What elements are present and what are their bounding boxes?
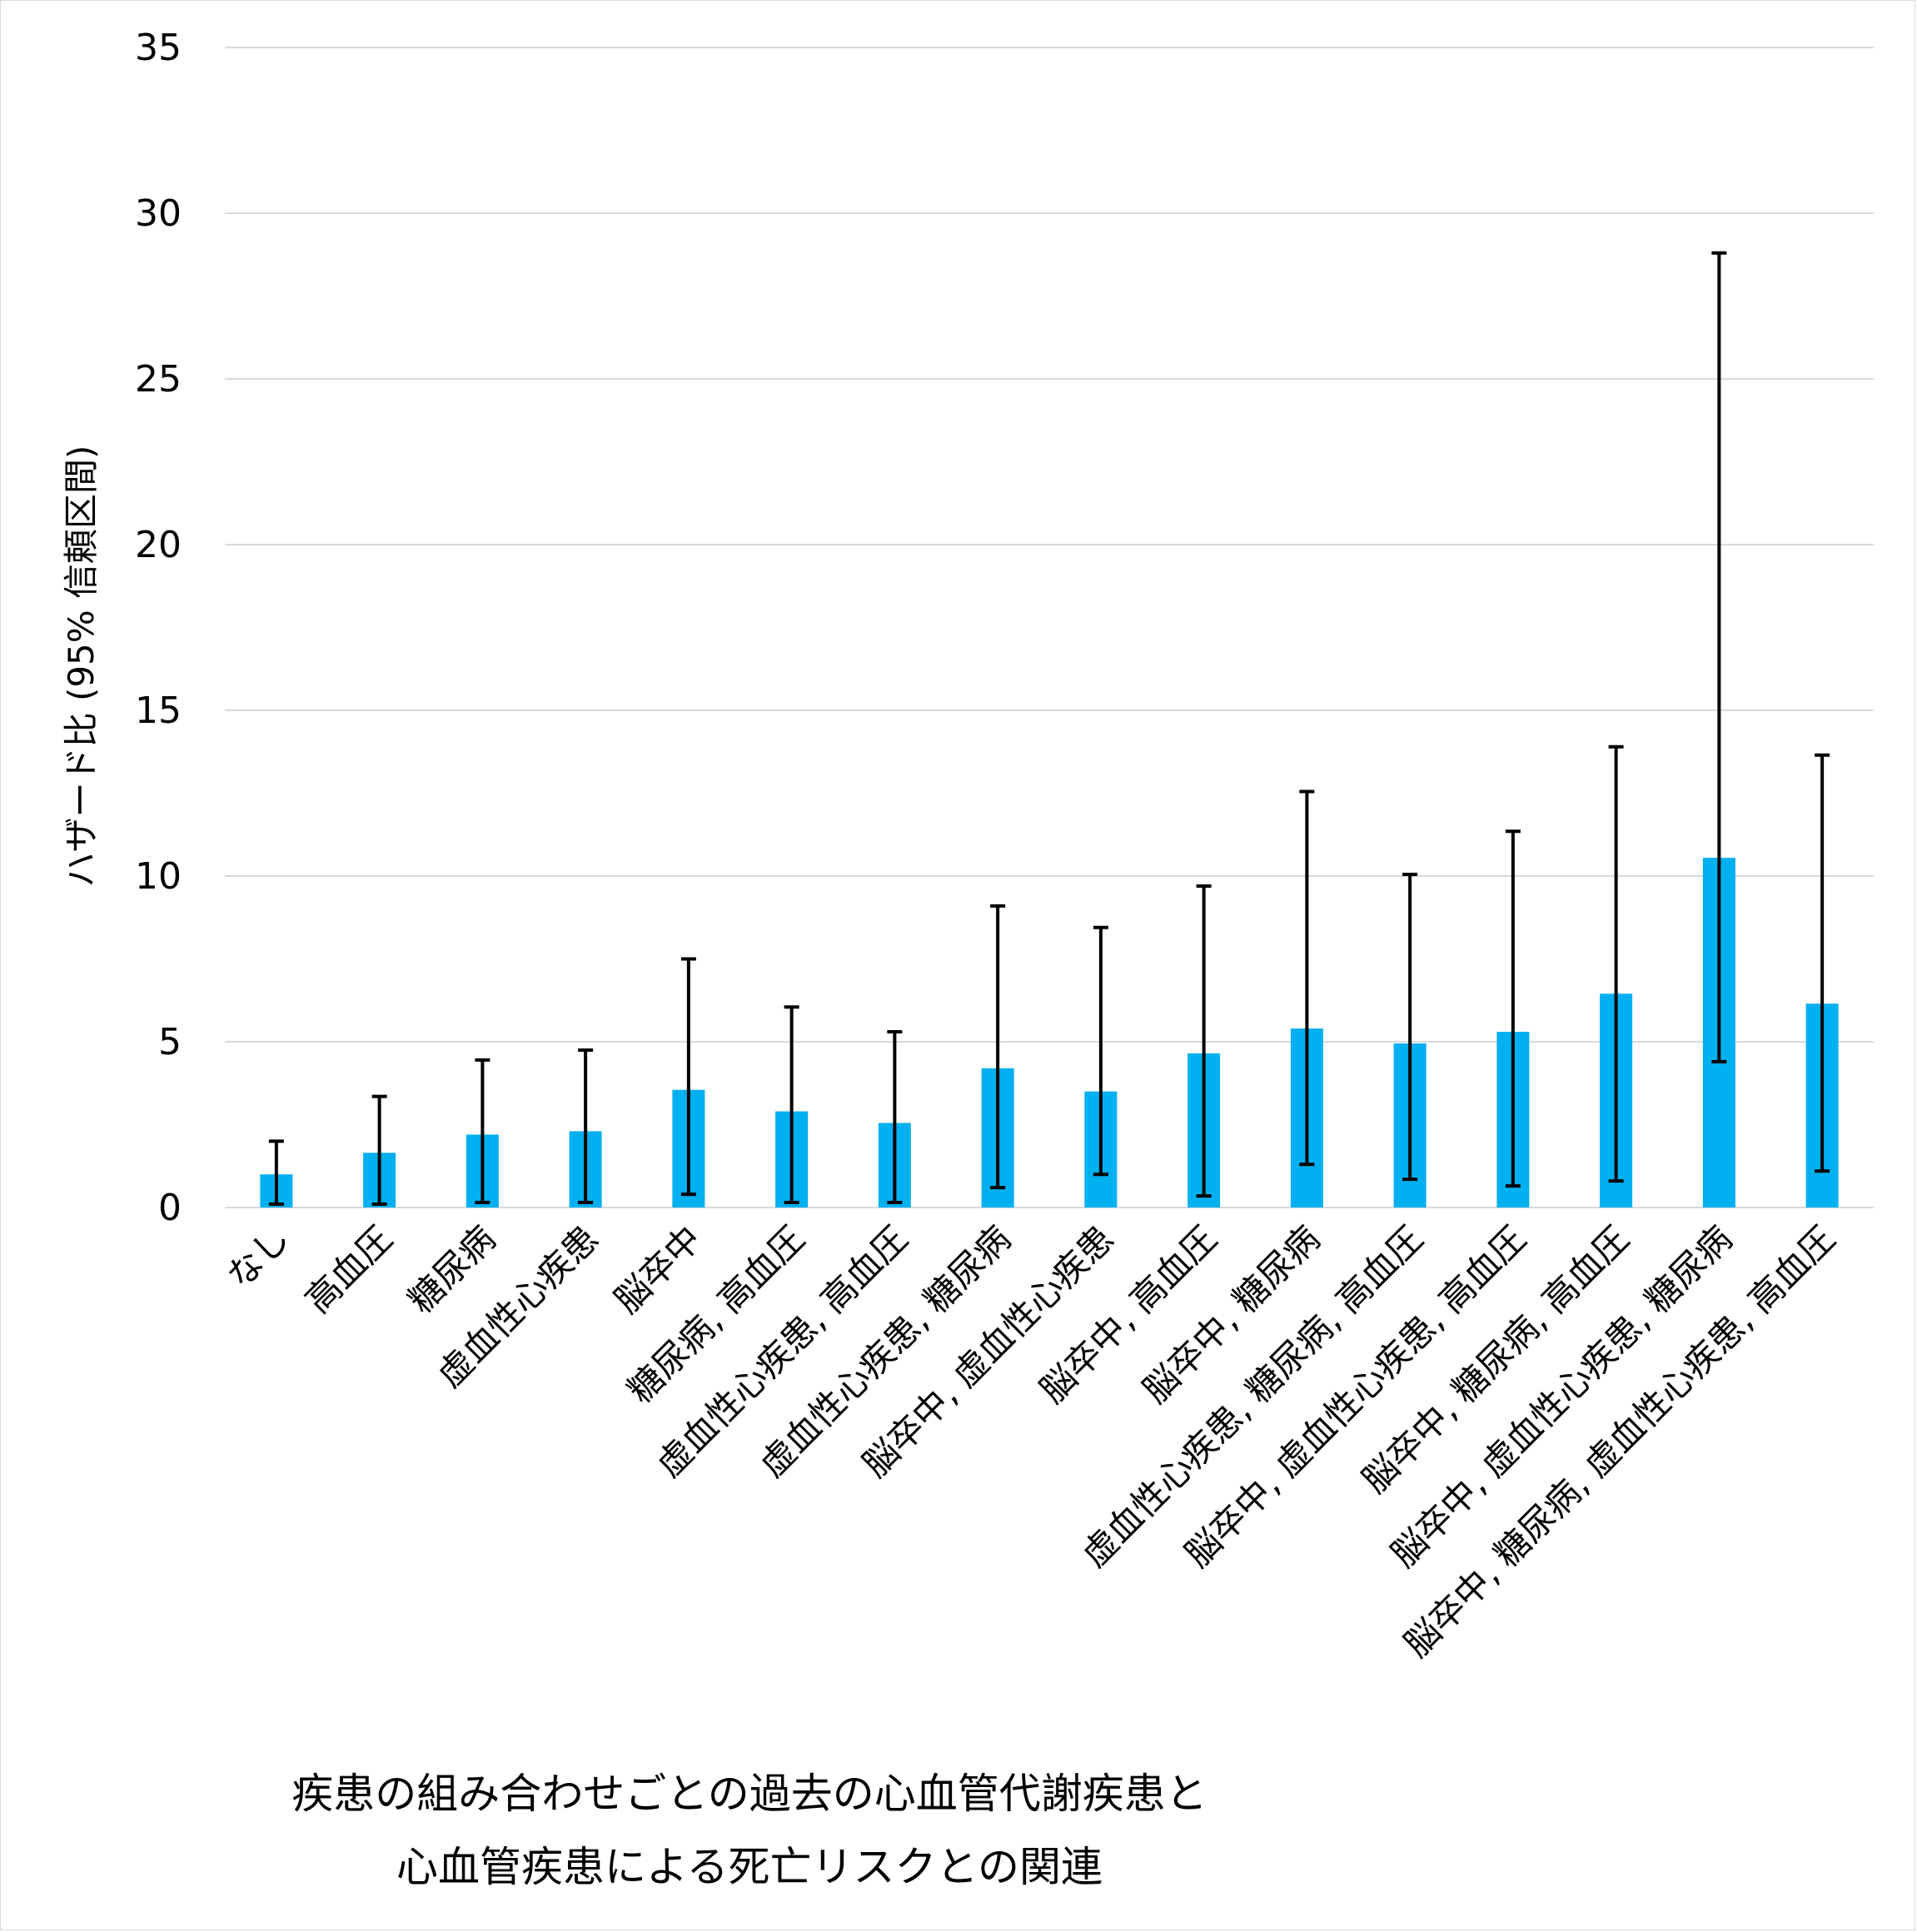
y-axis-title: ハザード比 (95% 信頼区間) bbox=[61, 446, 102, 888]
figure-caption: 疾患の組み合わせごとの過去の心血管代謝疾患と 心血管疾患による死亡リスクとの関連 bbox=[0, 1757, 1499, 1904]
category-label-9: 脳卒中, 高血圧 bbox=[1032, 1217, 1225, 1411]
y-tick-label-0: 0 bbox=[158, 1187, 182, 1229]
y-tick-label-6: 30 bbox=[135, 192, 182, 235]
error-bar-13 bbox=[1608, 744, 1624, 1183]
category-label-1: 高血圧 bbox=[297, 1217, 401, 1321]
caption-line-2: 心血管疾患による死亡リスクとの関連 bbox=[396, 1843, 1103, 1891]
error-bar-0 bbox=[268, 1139, 284, 1207]
bars bbox=[260, 858, 1839, 1208]
y-tick-label-5: 25 bbox=[135, 358, 182, 401]
error-bar-5 bbox=[784, 1005, 799, 1205]
error-bar-14 bbox=[1711, 251, 1727, 1063]
error-bar-12 bbox=[1505, 829, 1521, 1188]
error-bars bbox=[268, 251, 1830, 1207]
category-label-5: 糖尿病, 高血圧 bbox=[620, 1217, 813, 1411]
error-bar-4 bbox=[680, 957, 696, 1197]
error-bar-8 bbox=[1093, 925, 1108, 1177]
error-bar-6 bbox=[887, 1030, 903, 1205]
y-tick-label-4: 20 bbox=[135, 524, 182, 566]
category-label-10: 脳卒中, 糖尿病 bbox=[1135, 1217, 1328, 1411]
gridlines bbox=[225, 47, 1874, 1208]
error-bar-3 bbox=[578, 1048, 594, 1205]
y-tick-label-1: 5 bbox=[158, 1021, 182, 1063]
y-axis-ticks: 0 5 10 15 20 25 30 35 bbox=[135, 27, 182, 1229]
y-tick-label-7: 35 bbox=[135, 27, 182, 69]
error-bar-2 bbox=[475, 1058, 490, 1205]
y-tick-label-2: 10 bbox=[135, 855, 182, 898]
category-label-4: 脳卒中 bbox=[606, 1217, 710, 1321]
y-tick-label-3: 15 bbox=[135, 690, 182, 732]
error-bar-9 bbox=[1196, 884, 1212, 1198]
error-bar-7 bbox=[990, 904, 1006, 1190]
error-bar-15 bbox=[1815, 753, 1830, 1173]
category-label-2: 糖尿病 bbox=[401, 1217, 504, 1321]
caption-line-1: 疾患の組み合わせごとの過去の心血管代謝疾患と bbox=[291, 1770, 1207, 1818]
category-label-0: なし bbox=[219, 1217, 297, 1296]
error-bar-1 bbox=[371, 1094, 387, 1207]
error-bar-11 bbox=[1402, 873, 1418, 1182]
error-bar-10 bbox=[1299, 789, 1315, 1167]
